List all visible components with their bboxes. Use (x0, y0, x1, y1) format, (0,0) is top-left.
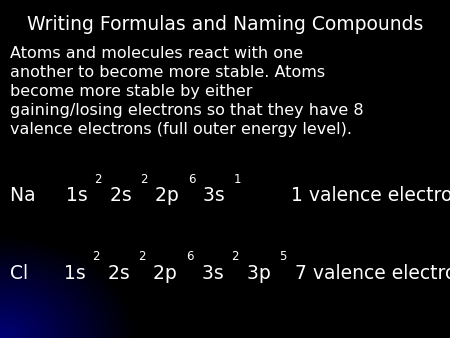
Text: 2: 2 (138, 250, 145, 263)
Text: 3s: 3s (196, 264, 223, 283)
Text: 2: 2 (231, 250, 239, 263)
Text: Na: Na (10, 186, 54, 205)
Text: 1: 1 (233, 172, 241, 186)
Text: Writing Formulas and Naming Compounds: Writing Formulas and Naming Compounds (27, 15, 423, 34)
Text: 2p: 2p (148, 264, 177, 283)
Text: 3s: 3s (198, 186, 225, 205)
Text: 2: 2 (92, 250, 100, 263)
Text: 1s: 1s (64, 264, 86, 283)
Text: 6: 6 (186, 250, 194, 263)
Text: 3p: 3p (241, 264, 271, 283)
Text: 2p: 2p (149, 186, 179, 205)
Text: 6: 6 (188, 172, 195, 186)
Text: 7 valence electrons: 7 valence electrons (289, 264, 450, 283)
Text: 5: 5 (279, 250, 287, 263)
Text: 2: 2 (94, 172, 102, 186)
Text: 1s: 1s (66, 186, 88, 205)
Text: 2: 2 (140, 172, 147, 186)
Text: 1 valence electron: 1 valence electron (243, 186, 450, 205)
Text: Atoms and molecules react with one
another to become more stable. Atoms
become m: Atoms and molecules react with one anoth… (10, 46, 364, 138)
Text: 2s: 2s (102, 264, 130, 283)
Text: 2s: 2s (104, 186, 132, 205)
Text: Cl: Cl (10, 264, 52, 283)
